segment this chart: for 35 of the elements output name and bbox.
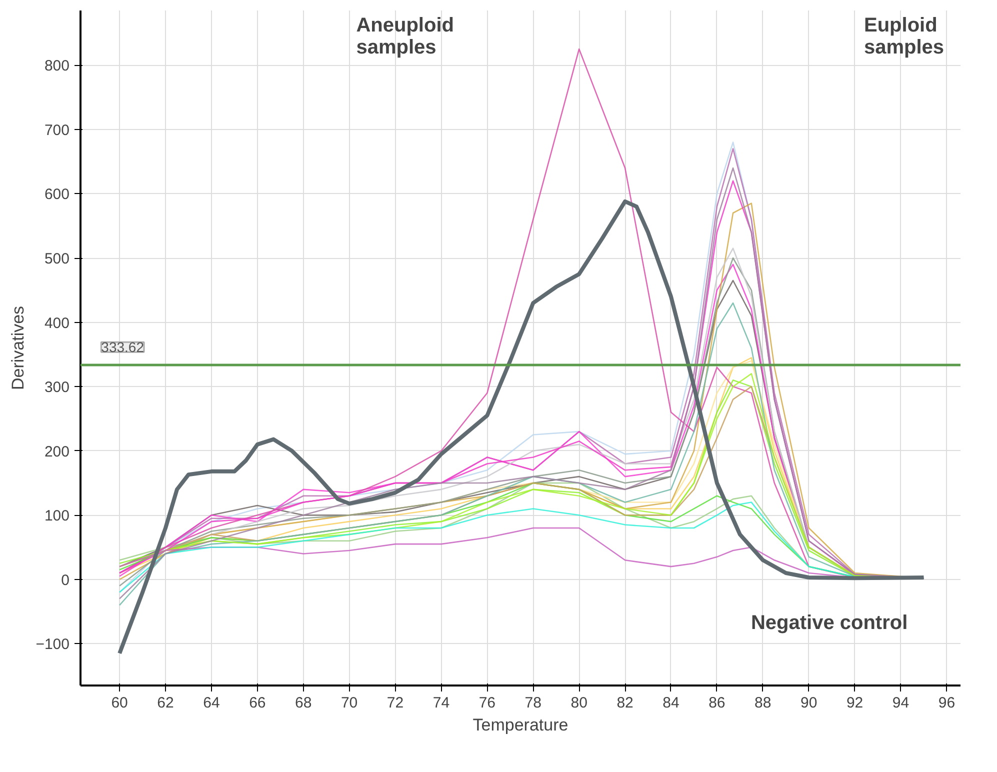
y-tick-label: −100 [36, 636, 70, 654]
x-tick-label: 72 [386, 694, 404, 712]
x-tick-label: 96 [938, 694, 956, 712]
x-tick-label: 68 [295, 694, 312, 712]
x-tick-label: 66 [249, 694, 266, 712]
y-tick-label: 300 [44, 379, 70, 396]
y-tick-label: 200 [44, 443, 70, 460]
y-axis-title: Derivatives [8, 306, 28, 390]
x-tick-label: 78 [524, 694, 542, 712]
ref-line-label: 333.62 [101, 339, 144, 356]
x-tick-label: 80 [570, 694, 588, 712]
y-tick-label: 100 [44, 508, 70, 525]
x-tick-label: 88 [754, 694, 772, 712]
x-tick-label: 82 [616, 694, 634, 712]
x-axis-title: Temperature [472, 716, 568, 734]
x-tick-label: 92 [846, 694, 864, 712]
x-tick-label: 64 [203, 694, 220, 712]
x-tick-label: 60 [111, 694, 128, 712]
x-tick-label: 94 [892, 694, 910, 712]
annotation: Negative control [750, 612, 908, 634]
y-tick-label: 800 [44, 58, 70, 75]
x-tick-label: 86 [708, 694, 726, 712]
x-tick-label: 70 [340, 694, 358, 712]
y-tick-label: 700 [44, 122, 70, 139]
x-tick-label: 84 [662, 694, 680, 712]
y-tick-label: 400 [44, 314, 70, 332]
y-tick-label: 0 [61, 572, 70, 589]
y-tick-label: 500 [44, 250, 70, 268]
annotation: Euploid samples [864, 14, 944, 59]
x-tick-label: 76 [478, 694, 496, 712]
y-tick-label: 600 [44, 186, 70, 204]
x-tick-label: 74 [432, 694, 450, 712]
x-tick-label: 90 [800, 694, 818, 712]
annotation: Aneuploid samples [356, 14, 454, 59]
x-tick-label: 62 [157, 694, 174, 712]
